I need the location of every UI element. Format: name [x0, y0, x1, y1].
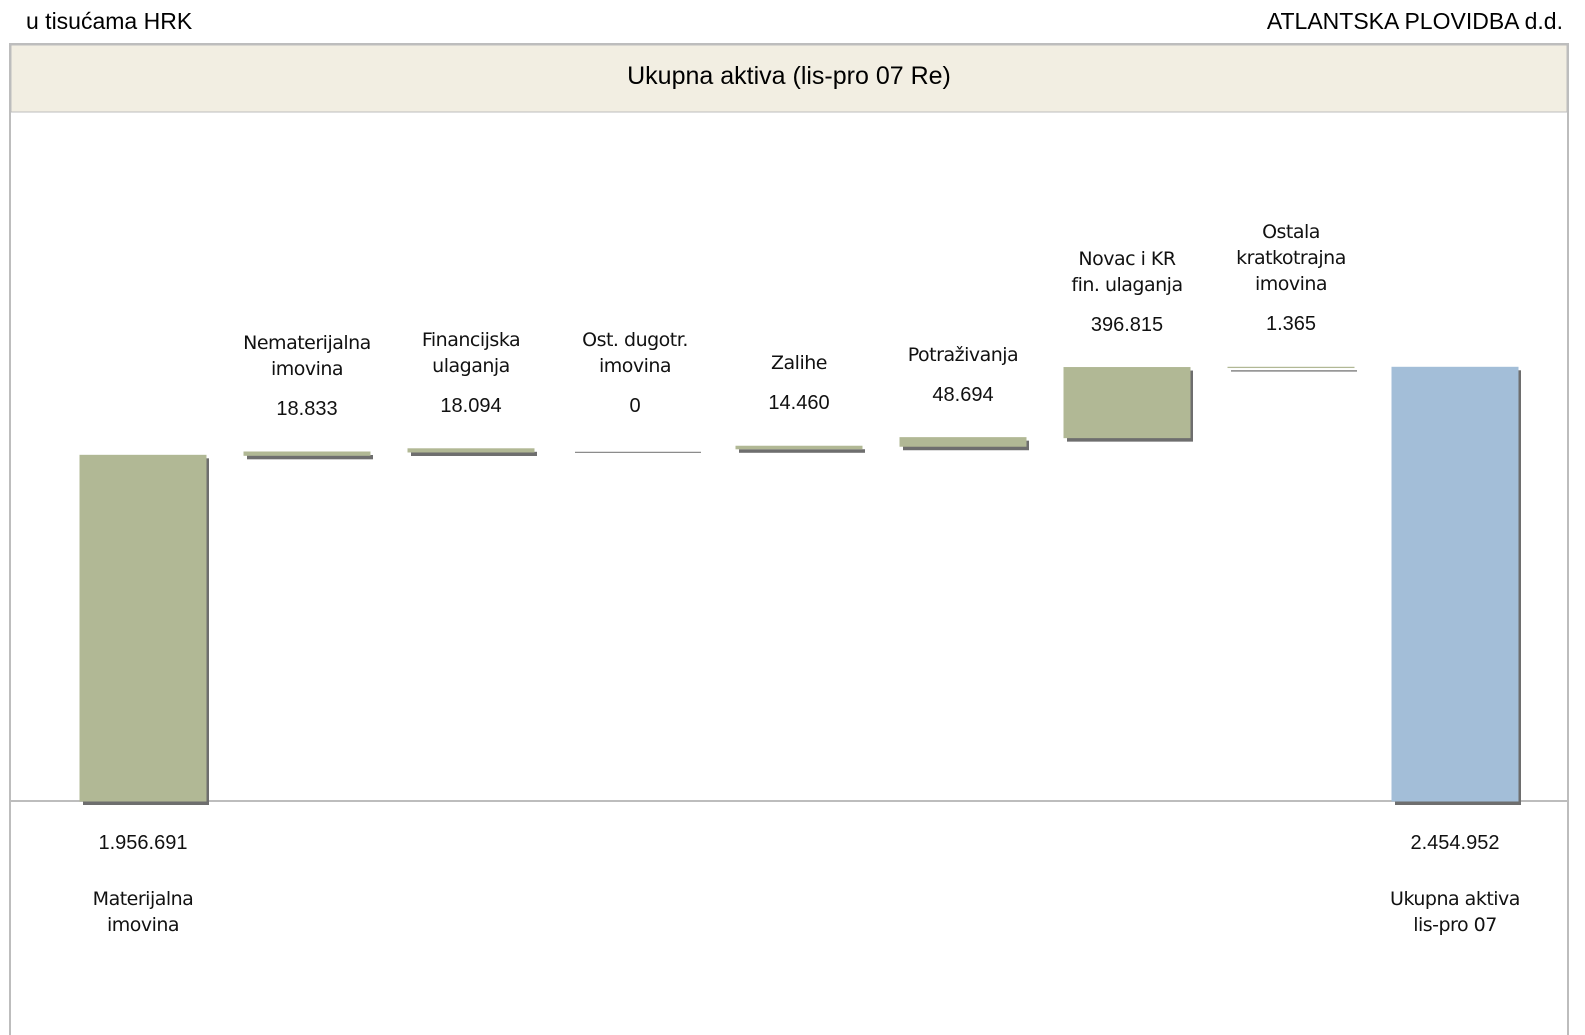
value-label: 18.094: [440, 394, 502, 417]
bar: [735, 445, 863, 450]
value-label: 2.454.952: [1410, 832, 1500, 854]
bar-shadow: [247, 454, 373, 460]
category-label: Novac i KR fin. ulaganja: [1071, 247, 1183, 296]
value-label: 0: [629, 394, 641, 417]
value-label: 14.460: [768, 392, 830, 415]
category-label: Nematerijalna imovina: [243, 332, 371, 380]
bar-shadow: [1231, 370, 1357, 372]
bar: [243, 451, 371, 456]
title-band: [10, 44, 1568, 113]
value-label: 396.815: [1090, 313, 1164, 336]
bar-shadow: [411, 451, 537, 456]
bar: [899, 437, 1027, 447]
category-label: Ost. dugotr. imovina: [582, 328, 688, 377]
value-label: 1.956.691: [98, 832, 188, 854]
bar: [1391, 366, 1519, 802]
category-label: Ostala kratkotrajna imovina: [1236, 221, 1346, 296]
unit-label: u tisućama HRK: [26, 8, 193, 34]
bar: [407, 448, 535, 453]
chart-title: Ukupna aktiva (lis-pro 07 Re): [627, 62, 951, 90]
category-label: Materijalna imovina: [92, 888, 194, 936]
bar-shadow: [739, 449, 865, 453]
company-name: ATLANTSKA PLOVIDBA d.d.: [1266, 8, 1563, 34]
value-label: 48.694: [932, 383, 994, 406]
chart-frame: [9, 43, 1569, 1035]
bar: [1063, 367, 1191, 439]
category-label: Zalihe: [771, 352, 827, 375]
category-label: Financijska ulaganja: [421, 328, 521, 377]
bar: [79, 454, 207, 802]
category-label: Ukupna aktiva lis-pro 07: [1390, 888, 1520, 936]
category-label: Potraživanja: [907, 343, 1019, 366]
value-label: 18.833: [276, 397, 338, 420]
bar-shadow: [575, 451, 701, 453]
value-label: 1.365: [1265, 313, 1317, 336]
